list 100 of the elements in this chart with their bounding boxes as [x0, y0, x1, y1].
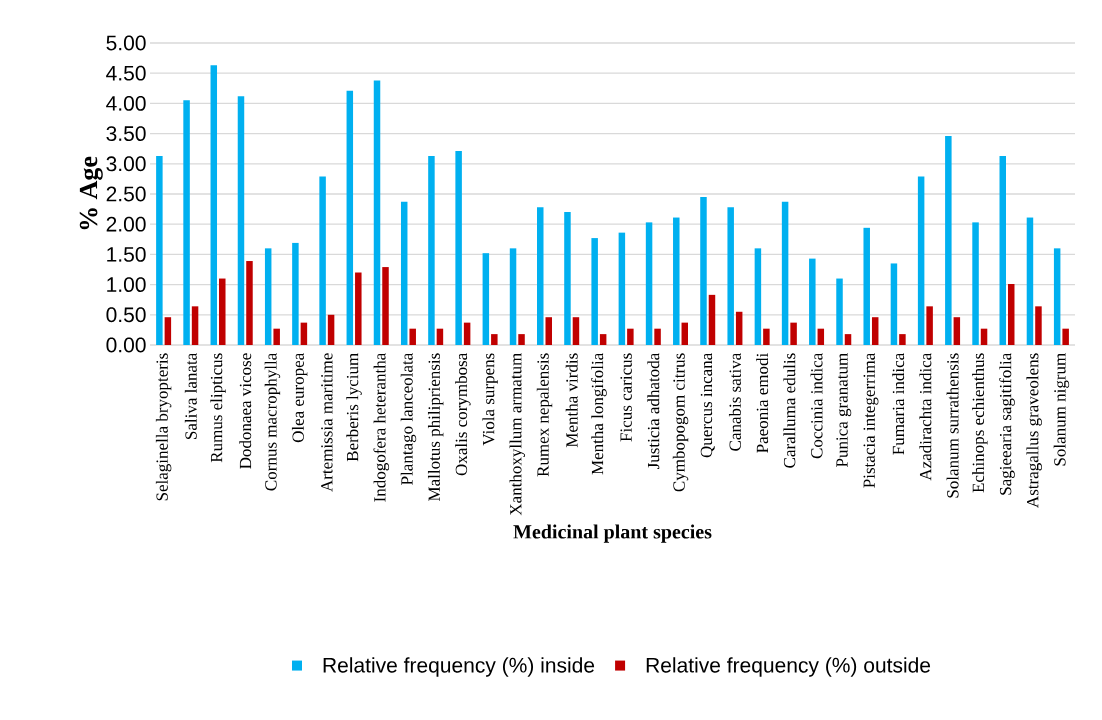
bar [273, 328, 280, 345]
x-tick-label: Cornus macrophylla [264, 352, 281, 491]
x-tick-label: Fumaria indica [892, 352, 905, 455]
bar [409, 328, 416, 345]
bar [537, 207, 544, 345]
bar [781, 201, 789, 345]
x-tick-label: Viola surpens [482, 353, 498, 446]
bar [564, 212, 571, 345]
y-tick-label: 0.00 [106, 337, 146, 353]
bar [346, 90, 354, 345]
x-tick-label: Selaginella bryopteris [155, 353, 172, 501]
bar [400, 201, 408, 345]
bar [518, 334, 525, 345]
bar [700, 197, 707, 345]
bar [572, 317, 580, 345]
bar [735, 311, 743, 345]
bar [754, 248, 762, 345]
bar [763, 328, 770, 345]
bar [599, 334, 607, 345]
y-tick-label: 0.50 [106, 307, 146, 323]
bar [382, 267, 389, 345]
bar [319, 176, 326, 345]
y-tick-label: 2.50 [106, 186, 146, 202]
bar [1007, 283, 1015, 345]
bar [436, 328, 444, 345]
bar [210, 65, 218, 345]
bar [463, 322, 471, 345]
x-tick-label: Cymbopogom citrus [672, 353, 689, 492]
bar [237, 96, 245, 345]
y-tick-label: 1.50 [107, 246, 146, 262]
bar [890, 263, 898, 345]
bar [790, 322, 797, 345]
x-tick-label: Xanthoxyllum armatum [509, 353, 526, 516]
bar [373, 80, 381, 345]
x-tick-label: Mallotus philipriensis [427, 353, 444, 502]
bar [871, 317, 879, 345]
x-tick-label: Punica granatum [836, 353, 852, 467]
x-tick-label: Pistacia integerrima [863, 352, 879, 488]
x-tick-label: Solanum nigrum [1053, 353, 1070, 466]
legend-label: Relative frequency (%) inside [323, 657, 595, 677]
bar [191, 306, 199, 345]
bar [164, 317, 172, 345]
y-tick-label: 1.00 [107, 277, 146, 293]
bar [654, 328, 661, 345]
x-tick-label: Mentha longifolia [591, 352, 607, 475]
x-tick-label: Artemissia maritime [321, 353, 333, 492]
bar [836, 278, 843, 345]
x-tick-label: Plantago lanceolata [400, 352, 417, 485]
bar [246, 261, 253, 345]
bar [809, 258, 816, 345]
bar [618, 232, 626, 345]
y-tick-label: 5.00 [106, 35, 146, 51]
bar [1053, 248, 1061, 345]
bar [681, 322, 689, 345]
x-tick-label: Indogofera heterantha [373, 352, 390, 502]
bar [355, 272, 362, 345]
x-tick-label: Dodonaea vicose [239, 353, 252, 469]
x-tick-label: Justicia adhatoda [647, 352, 660, 469]
x-tick-label: Olea europea [291, 352, 308, 443]
bar [1026, 217, 1034, 345]
bar [292, 242, 299, 345]
bar [545, 317, 552, 345]
y-axis-title: % Age [79, 156, 103, 230]
bar [708, 294, 716, 345]
x-tick-label: Paeonia emodi [756, 353, 769, 453]
x-tick-label: Sagieearia sagitifolia [999, 352, 1015, 495]
x-tick-label: Coccinia indica [810, 352, 823, 459]
bar [491, 334, 498, 345]
y-tick-label: 3.00 [106, 156, 146, 172]
bar [817, 328, 825, 345]
x-tick-label: Caralluma edulis [783, 353, 796, 468]
legend-label: Relative frequency (%) outside [646, 657, 931, 677]
bar [264, 248, 272, 345]
bar [1035, 306, 1042, 345]
y-tick-label: 4.50 [106, 65, 146, 81]
bar [219, 278, 226, 345]
bar [509, 248, 517, 345]
bar [645, 222, 653, 345]
x-tick-label: Azadirachta indica [919, 352, 932, 481]
x-tick-label: Astragallus graveolens [1026, 353, 1042, 508]
bar [183, 100, 190, 345]
x-tick-label: Mentha virdis [565, 353, 578, 448]
x-tick-label: Ficus caricus [620, 353, 632, 442]
x-tick-label: Oxalis corymbosa [455, 352, 471, 476]
bar [844, 334, 852, 345]
x-tick-label: Echinops echienthus [972, 353, 988, 493]
bar [428, 155, 435, 345]
x-tick-label: Berberis lycium [346, 353, 362, 462]
bar [945, 136, 952, 345]
y-tick-label: 4.00 [106, 95, 146, 111]
bar [863, 227, 870, 345]
bar [727, 207, 734, 345]
bar [627, 328, 634, 345]
bar [1062, 328, 1069, 345]
bar [455, 151, 462, 345]
bar [899, 334, 906, 345]
y-tick-label: 3.50 [106, 126, 146, 142]
y-tick-label: 2.00 [106, 216, 146, 232]
bar [482, 253, 490, 345]
bar [972, 222, 979, 345]
